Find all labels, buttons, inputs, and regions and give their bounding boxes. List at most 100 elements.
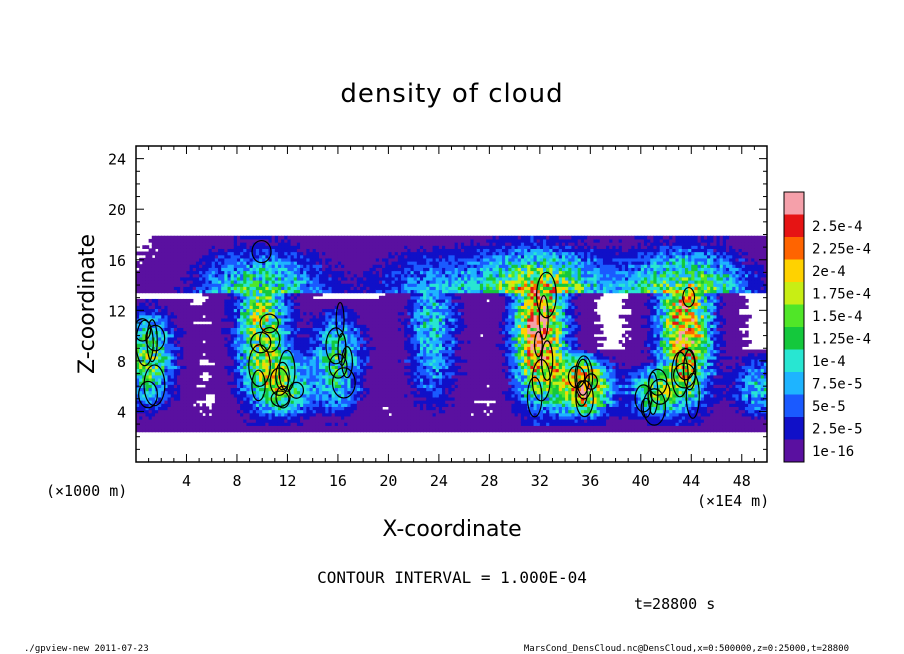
field-cell [154, 400, 159, 404]
field-cell [161, 396, 165, 401]
field-cell [243, 295, 248, 300]
field-cell [167, 324, 172, 328]
field-cell [189, 371, 194, 376]
field-cell [148, 336, 153, 341]
field-cell [195, 428, 200, 433]
field-cell [183, 377, 188, 382]
field-cell [183, 238, 188, 243]
field-cell [243, 377, 248, 382]
field-cell [173, 245, 178, 249]
field-cell [218, 295, 222, 300]
field-cell [221, 308, 225, 313]
field-cell [227, 390, 232, 395]
field-cell [167, 267, 172, 272]
field-cell [154, 419, 159, 423]
field-cell [158, 381, 162, 385]
field-cell [189, 242, 194, 246]
field-cell [186, 377, 191, 382]
field-cell [199, 393, 203, 398]
field-cell [167, 415, 172, 420]
field-cell [164, 251, 169, 256]
field-cell [148, 425, 153, 430]
field-cell [173, 238, 178, 243]
field-cell [151, 276, 156, 281]
field-cell [195, 336, 200, 341]
field-cell [139, 393, 143, 398]
field-cell [170, 324, 175, 328]
field-cell [139, 387, 143, 392]
field-cell [262, 286, 266, 291]
field-cell [208, 336, 213, 341]
field-cell [221, 270, 225, 275]
field-cell [259, 276, 263, 281]
field-cell [255, 400, 260, 404]
field-cell [211, 415, 216, 420]
field-cell [268, 235, 273, 240]
field-cell [236, 270, 241, 275]
field-cell [249, 245, 254, 249]
field-cell [192, 311, 197, 316]
field-cell [252, 377, 257, 382]
field-cell [218, 298, 222, 303]
field-cell [142, 396, 147, 401]
field-cell [177, 238, 181, 243]
field-cell [274, 292, 279, 297]
field-cell [277, 251, 282, 256]
field-cell [189, 336, 194, 341]
field-cell [265, 311, 270, 316]
field-cell [195, 415, 200, 420]
field-cell [265, 242, 270, 246]
field-cell [164, 305, 169, 310]
field-cell [189, 377, 194, 382]
field-cell [208, 419, 213, 423]
field-cell [252, 340, 257, 344]
field-cell [218, 403, 222, 407]
field-cell [221, 257, 225, 262]
field-cell [195, 330, 200, 335]
field-cell [158, 412, 162, 417]
field-cell [167, 261, 172, 265]
field-cell [224, 403, 229, 407]
field-cell [164, 308, 169, 313]
field-cell [205, 257, 210, 262]
field-cell [202, 396, 207, 401]
field-cell [167, 419, 172, 423]
field-cell [202, 308, 207, 313]
field-cell [221, 314, 225, 319]
field-cell [139, 340, 143, 344]
field-cell [262, 384, 266, 389]
field-cell [192, 352, 197, 357]
field-cell [195, 251, 200, 256]
field-cell [274, 245, 279, 249]
field-cell [259, 327, 263, 332]
field-cell [233, 425, 238, 430]
field-cell [255, 286, 260, 291]
field-cell [243, 298, 248, 303]
field-cell [214, 254, 219, 259]
field-cell [255, 305, 260, 310]
field-cell [139, 352, 143, 357]
field-cell [199, 279, 203, 284]
field-cell [186, 358, 191, 363]
field-cell [151, 396, 156, 401]
field-cell [255, 311, 260, 316]
field-cell [164, 264, 169, 268]
field-cell [262, 254, 266, 259]
field-cell [224, 254, 229, 259]
field-cell [189, 409, 194, 414]
field-cell [183, 264, 188, 268]
field-cell [164, 248, 169, 253]
field-cell [277, 273, 282, 278]
field-cell [180, 302, 184, 306]
field-cell [281, 419, 285, 423]
field-cell [259, 340, 263, 344]
field-cell [227, 365, 232, 370]
field-cell [236, 311, 241, 316]
field-cell [249, 295, 254, 300]
field-cell [236, 343, 241, 347]
field-cell [252, 324, 257, 328]
field-cell [262, 276, 266, 281]
field-cell [240, 235, 244, 240]
field-cell [243, 381, 248, 385]
field-cell [170, 387, 175, 392]
